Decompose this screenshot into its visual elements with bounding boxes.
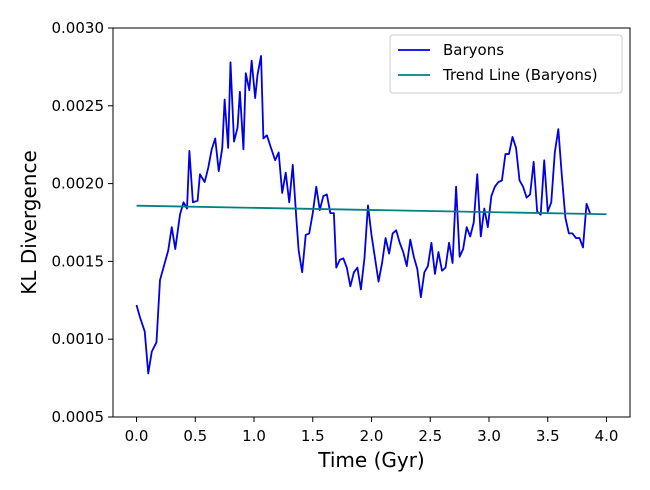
y-tick-label: 0.0025 bbox=[52, 97, 105, 115]
x-tick-label: 2.5 bbox=[418, 427, 442, 445]
x-tick-label: 3.5 bbox=[536, 427, 560, 445]
series-line-0 bbox=[135, 55, 591, 375]
x-tick-label: 0.0 bbox=[125, 427, 149, 445]
y-axis-label: KL Divergence bbox=[17, 150, 41, 295]
x-tick-label: 1.0 bbox=[242, 427, 266, 445]
x-tick-label: 3.0 bbox=[477, 427, 501, 445]
legend-label-1: Trend Line (Baryons) bbox=[442, 66, 598, 84]
series-line-1 bbox=[136, 204, 607, 216]
axes: 0.0 0.5 1.0 1.5 2.0 2.5 3.0 3.5 4.0 0.0005 0.0010 0… bbox=[52, 19, 619, 445]
x-tick-label: 2.0 bbox=[360, 427, 384, 445]
plot-frame bbox=[112, 27, 631, 418]
legend-label-0: Baryons bbox=[443, 41, 504, 59]
y-tick-label: 0.0015 bbox=[52, 252, 105, 270]
y-tick-label: 0.0010 bbox=[52, 330, 105, 348]
legend-box bbox=[389, 34, 623, 94]
plot-area bbox=[135, 55, 607, 375]
legend: Baryons Trend Line (Baryons) bbox=[389, 34, 623, 94]
y-tick-label: 0.0005 bbox=[52, 408, 105, 426]
y-tick-label: 0.0030 bbox=[52, 19, 105, 37]
y-tick-label: 0.0020 bbox=[52, 175, 105, 193]
x-tick-label: 0.5 bbox=[183, 427, 207, 445]
x-tick-label: 1.5 bbox=[301, 427, 325, 445]
x-tick-label: 4.0 bbox=[595, 427, 619, 445]
x-axis-label: Time (Gyr) bbox=[317, 448, 424, 472]
